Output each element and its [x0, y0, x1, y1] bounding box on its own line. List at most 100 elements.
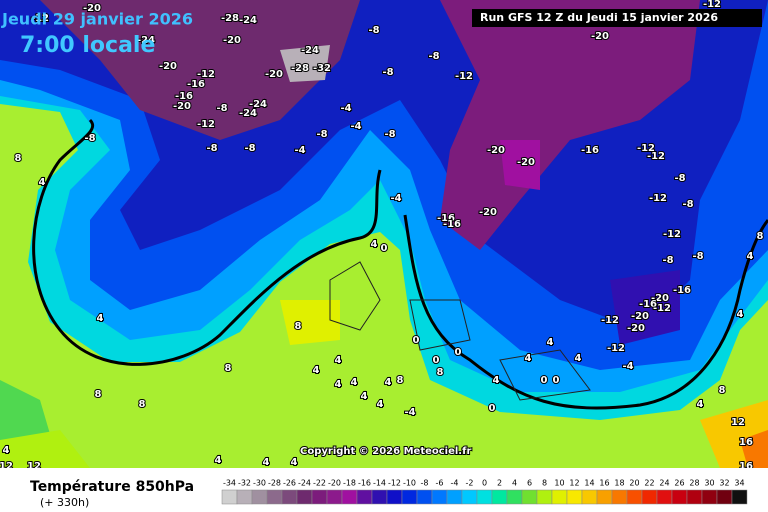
contour-label: -4: [390, 193, 401, 204]
contour-labels: -12-20-28 -24-20-24-20-12-16-16-20 -8 -24-2…: [0, 0, 765, 473]
contour-label: -8: [384, 129, 395, 140]
scale-label: 34: [734, 479, 744, 488]
contour-label: -20: [173, 101, 191, 112]
contour-label: -12: [653, 303, 671, 314]
scale-label: -24: [298, 479, 311, 488]
contour-label: 0: [381, 243, 388, 254]
contour-label: -12: [637, 143, 655, 154]
contour-label: 0: [455, 347, 462, 358]
scale-swatch: [236, 489, 253, 505]
scale-label: -10: [403, 479, 416, 488]
scale-label: -26: [283, 479, 296, 488]
contour-label: -24: [249, 99, 267, 110]
scale-swatch: [656, 489, 673, 505]
copyright: Copyright © 2026 Meteociel.fr: [300, 446, 471, 457]
contour-label: -20: [517, 157, 535, 168]
scale-swatch: [641, 489, 658, 505]
scale-swatch: [281, 489, 298, 505]
scale-label: 20: [629, 479, 639, 488]
contour-label: -4: [404, 407, 415, 418]
scale-label: -20: [328, 479, 341, 488]
contour-label: 8: [295, 321, 302, 332]
contour-label: 4: [697, 399, 704, 410]
scale-label: -16: [358, 479, 371, 488]
contour-label: -24: [239, 15, 257, 26]
scale-label: 18: [614, 479, 624, 488]
scale-swatch: [581, 489, 598, 505]
contour-label: -16: [673, 285, 691, 296]
contour-label: -8: [368, 25, 379, 36]
scale-label: 4: [512, 479, 517, 488]
contour-label: 4: [215, 455, 222, 466]
scale-swatch: [626, 489, 643, 505]
contour-label: -20: [651, 293, 669, 304]
contour-label: -12: [601, 315, 619, 326]
contour-label: -8: [216, 103, 227, 114]
contour-label: 4: [575, 353, 582, 364]
scale-swatch: [266, 489, 283, 505]
scale-label: 2: [497, 479, 502, 488]
contour-label: -12: [649, 193, 667, 204]
contour-label: -8: [206, 143, 217, 154]
scale-swatch: [431, 489, 448, 505]
contour-label: 4: [737, 309, 744, 320]
scale-swatch: [221, 489, 238, 505]
scale-label: -32: [238, 479, 251, 488]
scale-label: 6: [527, 479, 532, 488]
contour-label: 16: [739, 437, 753, 448]
contour-label: -12: [703, 0, 721, 10]
contour-label: 8: [139, 399, 146, 410]
scale-label: -2: [466, 479, 474, 488]
contour-label: -4: [340, 103, 351, 114]
contour-label: -12: [455, 71, 473, 82]
contour-label: -28: [291, 63, 309, 74]
footer-title: Température 850hPa: [30, 479, 194, 495]
contour-label: -12: [197, 69, 215, 80]
scale-swatch: [326, 489, 343, 505]
scale-swatch: [521, 489, 538, 505]
contour-label: -24: [239, 108, 257, 119]
contour-label: -20: [159, 61, 177, 72]
scale-swatch: [701, 489, 718, 505]
scale-label: -8: [421, 479, 429, 488]
scale-label: 14: [584, 479, 594, 488]
scale-swatch: [371, 489, 388, 505]
contour-label: -24: [301, 45, 319, 56]
scale-swatch: [446, 489, 463, 505]
contour-label: -12: [197, 119, 215, 130]
contour-label: 4: [385, 377, 392, 388]
contour-label: 4: [97, 313, 104, 324]
scale-swatch: [551, 489, 568, 505]
contour-label: -20: [265, 69, 283, 80]
scale-swatch: [506, 489, 523, 505]
contour-label: -20: [487, 145, 505, 156]
scale-swatch: [566, 489, 583, 505]
contour-label: 8: [397, 375, 404, 386]
contour-label: 4: [335, 355, 342, 366]
contour-label: -12: [647, 151, 665, 162]
scale-label: -28: [268, 479, 281, 488]
contour-label: -20: [631, 311, 649, 322]
scale-swatch: [251, 489, 268, 505]
scale-swatch: [491, 489, 508, 505]
contour-label: 4: [313, 365, 320, 376]
contour-label: -20: [223, 35, 241, 46]
contour-label: -8: [244, 143, 255, 154]
contour-label: 0: [541, 375, 548, 386]
contour-label: -8: [682, 199, 693, 210]
scale-swatch: [596, 489, 613, 505]
forecast-time: 7:00 locale: [20, 33, 155, 58]
contour-label: -12: [31, 13, 49, 24]
scale-swatch: [611, 489, 628, 505]
contour-label: 0: [433, 355, 440, 366]
scale-swatch: [311, 489, 328, 505]
contour-label: 4: [39, 177, 46, 188]
contour-label: -12: [607, 343, 625, 354]
contour-label: 4: [747, 251, 754, 262]
scale-label: 24: [659, 479, 669, 488]
contour-label: -4: [622, 361, 633, 372]
scale-label: 22: [644, 479, 654, 488]
contour-label: -8: [428, 51, 439, 62]
contour-label: 4: [493, 375, 500, 386]
contour-label: -16: [175, 91, 193, 102]
